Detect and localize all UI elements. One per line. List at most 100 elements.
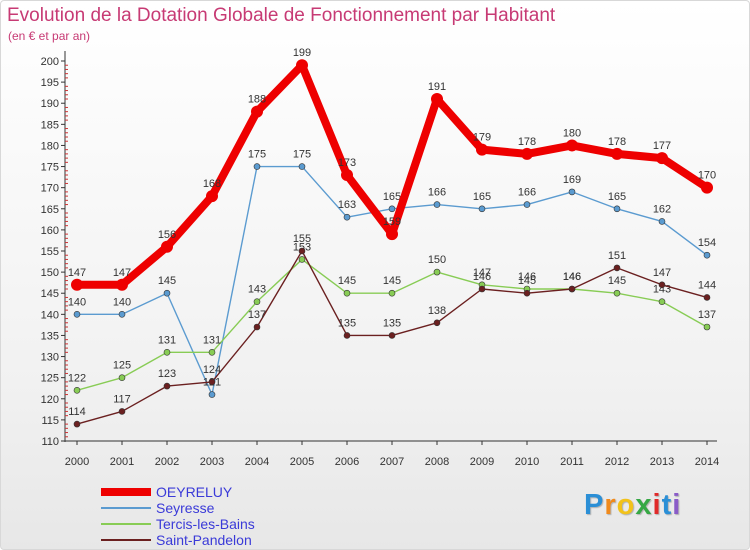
data-point: [388, 289, 396, 297]
proxiti-logo: Proxiti: [584, 489, 681, 522]
data-label: 162: [653, 203, 671, 215]
data-label: 165: [473, 191, 491, 203]
data-point: [386, 228, 398, 241]
logo-letter: P: [584, 489, 605, 521]
data-point: [73, 420, 81, 428]
data-label: 135: [338, 317, 356, 329]
data-label: 199: [293, 47, 311, 59]
x-tick-label: 2006: [335, 456, 359, 468]
data-point: [253, 163, 261, 170]
data-point: [341, 169, 353, 181]
data-point: [613, 264, 621, 272]
y-tick-label: 120: [41, 394, 59, 406]
data-label: 145: [158, 275, 176, 287]
data-point: [298, 247, 306, 255]
data-point: [523, 201, 531, 208]
data-point: [163, 289, 171, 297]
data-point: [253, 298, 261, 305]
legend-label: Seyresse: [156, 500, 215, 516]
x-tick-label: 2014: [695, 456, 719, 468]
x-tick-label: 2001: [110, 456, 134, 468]
legend-swatch: [101, 488, 151, 496]
data-point: [73, 311, 81, 318]
data-label: 153: [293, 241, 311, 253]
legend-swatch: [101, 539, 151, 541]
data-label: 122: [68, 372, 86, 384]
data-label: 146: [563, 271, 581, 283]
data-point: [118, 408, 126, 415]
logo-letter: t: [661, 489, 673, 521]
y-tick-label: 130: [41, 352, 59, 364]
y-tick-label: 125: [41, 373, 59, 385]
data-point: [208, 349, 216, 356]
data-label: 155: [293, 233, 311, 245]
data-label: 143: [248, 284, 266, 296]
data-point: [521, 147, 533, 160]
y-tick-label: 170: [41, 183, 59, 195]
data-point: [566, 139, 578, 152]
data-point: [658, 281, 666, 289]
x-tick-label: 2011: [560, 456, 584, 468]
data-point: [116, 278, 128, 291]
data-point: [71, 278, 83, 291]
logo-letter: r: [604, 489, 617, 521]
data-point: [658, 298, 666, 305]
y-tick-label: 115: [41, 415, 59, 427]
data-label: 154: [698, 237, 716, 249]
data-label: 180: [563, 127, 581, 139]
data-label: 179: [473, 132, 491, 144]
legend-swatch: [101, 523, 151, 525]
data-label: 140: [113, 296, 131, 308]
x-tick-label: 2009: [470, 456, 494, 468]
data-label: 145: [338, 275, 356, 287]
data-label: 137: [248, 309, 266, 321]
data-label: 147: [653, 267, 671, 279]
data-point: [208, 391, 216, 398]
data-label: 125: [113, 360, 131, 372]
data-label: 147: [113, 267, 131, 279]
data-label: 177: [653, 140, 671, 152]
data-point: [296, 59, 308, 72]
y-tick-label: 200: [41, 56, 59, 68]
logo-letter: i: [672, 489, 682, 521]
x-tick-label: 2012: [605, 456, 629, 468]
data-label: 159: [383, 216, 401, 228]
data-label: 166: [428, 187, 446, 199]
data-point: [118, 311, 126, 318]
data-label: 165: [383, 191, 401, 203]
data-point: [343, 289, 351, 297]
y-tick-label: 175: [41, 162, 59, 174]
data-point: [478, 205, 486, 213]
data-label: 175: [248, 149, 266, 161]
x-tick-label: 2005: [290, 456, 314, 468]
data-label: 131: [158, 334, 176, 346]
data-label: 124: [203, 364, 221, 376]
data-label: 146: [563, 271, 581, 283]
data-label: 178: [608, 136, 626, 148]
data-label: 147: [473, 267, 491, 279]
data-point: [388, 332, 396, 339]
y-tick-label: 160: [41, 225, 59, 237]
x-tick-label: 2007: [380, 456, 404, 468]
data-point: [701, 181, 713, 194]
data-point: [703, 323, 711, 331]
data-point: [163, 382, 171, 390]
x-tick-label: 2002: [155, 456, 179, 468]
data-label: 140: [68, 296, 86, 308]
x-tick-label: 2004: [245, 456, 269, 468]
data-label: 191: [428, 81, 446, 93]
data-label: 145: [608, 275, 626, 287]
y-tick-label: 135: [41, 330, 59, 342]
data-label: 173: [338, 157, 356, 169]
data-point: [163, 349, 171, 356]
y-tick-label: 110: [41, 436, 59, 448]
y-tick-label: 140: [41, 309, 59, 321]
data-point: [208, 378, 216, 386]
legend-label: Saint-Pandelon: [156, 532, 252, 548]
x-tick-label: 2010: [515, 456, 539, 468]
data-label: 146: [473, 271, 491, 283]
data-label: 123: [158, 368, 176, 380]
data-point: [433, 201, 441, 208]
x-tick-label: 2000: [65, 456, 89, 468]
